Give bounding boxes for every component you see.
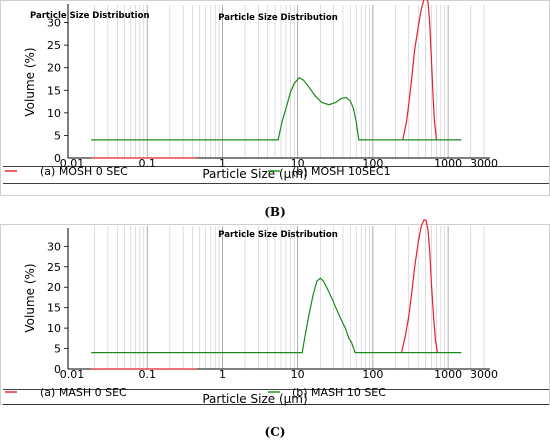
- series-line: [91, 76, 462, 141]
- y-ticks-b: 5 10 15 20 25 30 0: [47, 17, 68, 165]
- corner-title-b: Particle Size Distribution: [30, 11, 150, 21]
- x-tick-label: 3000: [470, 368, 498, 381]
- series-line: [91, 277, 462, 354]
- series-line: [400, 219, 438, 353]
- y-tick-label: 15: [47, 302, 61, 315]
- x-tick-label: 3000: [470, 157, 498, 170]
- x-tick-label: 10: [291, 368, 305, 381]
- x-tick-label: 100: [362, 368, 383, 381]
- y-axis-label-b: Volume (%): [23, 47, 37, 116]
- chart-panel-c: 5 10 15 20 25 30 0 0.01 0.1 1 10 100 1000 3000 Parti…: [0, 219, 550, 406]
- y-tick-label: 15: [47, 84, 61, 97]
- x-axis-label-b: Particle Size (µm): [202, 167, 307, 181]
- x-tick-label: 0.1: [138, 157, 156, 170]
- x-tick-label: 0.1: [138, 368, 156, 381]
- grid-c: [94, 226, 485, 369]
- y-ticks-c: 5 10 15 20 25 30 0: [47, 240, 68, 376]
- legend-b: (a) MOSH 0 SEC (b) MOSH 10SEC1: [5, 165, 391, 178]
- y-axis-label-c: Volume (%): [23, 263, 37, 332]
- series-c: [91, 219, 462, 370]
- chart-title-c: Particle Size Distribution: [218, 230, 338, 240]
- series-b: [91, 0, 462, 159]
- y-tick-label: 10: [47, 322, 61, 335]
- legend-label: (a) MOSH 0 SEC: [40, 165, 128, 178]
- y-tick-label: 30: [47, 240, 61, 253]
- y-tick-label: 30: [47, 17, 61, 30]
- x-tick-label: 0.01: [60, 368, 85, 381]
- x-ticks-c: 0.01 0.1 1 10 100 1000 3000: [60, 368, 498, 381]
- x-tick-label: 1000: [434, 368, 462, 381]
- y-tick-label: 20: [47, 281, 61, 294]
- legend-label: (a) MASH 0 SEC: [40, 386, 127, 399]
- x-axis-label-c: Particle Size (µm): [202, 392, 307, 406]
- grid-b: [94, 5, 485, 158]
- y-tick-label: 25: [47, 39, 61, 52]
- y-tick-label: 0: [54, 363, 61, 376]
- y-tick-label: 5: [54, 343, 61, 356]
- legend-label: (b) MASH 10 SEC: [292, 386, 386, 399]
- panel-label-b: (B): [264, 205, 286, 219]
- y-tick-label: 5: [54, 129, 61, 142]
- y-tick-label: 0: [54, 152, 61, 165]
- y-tick-label: 20: [47, 62, 61, 75]
- x-tick-label: 1: [219, 368, 226, 381]
- x-tick-label: 1000: [434, 157, 462, 170]
- series-line: [402, 0, 438, 141]
- x-tick-label: 1: [219, 157, 226, 170]
- y-tick-label: 10: [47, 107, 61, 120]
- legend-label: (b) MOSH 10SEC1: [292, 165, 391, 178]
- panel-label-c: (C): [265, 425, 286, 439]
- legend-c: (a) MASH 0 SEC (b) MASH 10 SEC: [5, 386, 386, 399]
- y-tick-label: 25: [47, 261, 61, 274]
- chart-title-b: Particle Size Distribution: [218, 13, 338, 23]
